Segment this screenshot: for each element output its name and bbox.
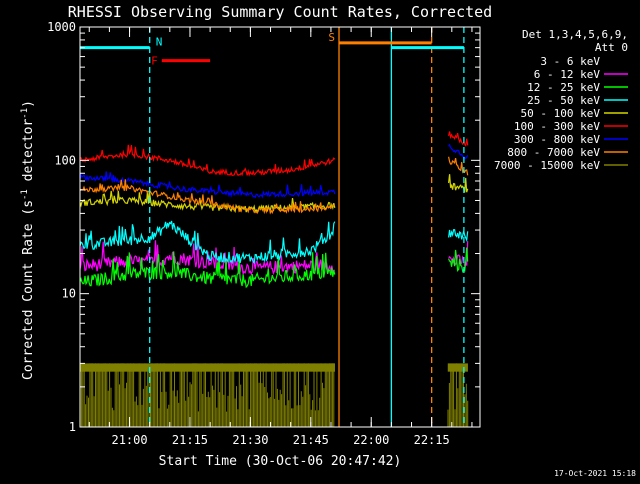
series-band xyxy=(447,363,468,372)
chart-title: RHESSI Observing Summary Count Rates, Co… xyxy=(68,3,492,21)
y-tick-label: 1000 xyxy=(47,20,76,34)
x-axis-label: Start Time (30-Oct-06 20:47:42) xyxy=(159,454,402,469)
series-band xyxy=(80,363,335,372)
annotation-label-saa: S xyxy=(328,31,335,44)
legend-label: 25 - 50 keV xyxy=(527,94,600,107)
y-tick-label: 1 xyxy=(69,420,76,434)
legend-label: 50 - 100 keV xyxy=(521,107,601,120)
y-axis-label-sup1: -1 xyxy=(20,189,30,200)
x-tick-label: 21:45 xyxy=(293,433,329,447)
x-axis: 21:00 21:15 21:30 21:45 22:00 22:15 xyxy=(88,27,473,447)
y-tick-label: 10 xyxy=(62,287,76,301)
y-axis: 1 10 100 1000 xyxy=(47,20,480,434)
x-tick-label: 21:15 xyxy=(172,433,208,447)
plot-frame xyxy=(79,26,481,428)
y-axis-label: Corrected Count Rate (s-1 detector-1) xyxy=(20,100,36,380)
y-axis-label-end: ) xyxy=(21,100,36,108)
series-25-50-kev xyxy=(79,220,469,265)
legend-label: 6 - 12 keV xyxy=(534,68,601,81)
x-tick-label: 21:00 xyxy=(111,433,147,447)
annotation-bars: NF S xyxy=(80,31,464,68)
vertical-markers xyxy=(149,27,465,427)
legend-label: 300 - 800 keV xyxy=(514,133,600,146)
y-axis-label-mid: detector xyxy=(21,119,36,190)
y-axis-label-sup2: -1 xyxy=(20,108,30,119)
annotation-label-flare: F xyxy=(151,55,158,68)
x-tick-label: 21:30 xyxy=(232,433,268,447)
footer-timestamp: 17-Oct-2021 15:18 xyxy=(554,469,636,478)
legend-label: 100 - 300 keV xyxy=(514,120,600,133)
legend-label: 800 - 7000 keV xyxy=(507,146,600,159)
y-axis-label-main: Corrected Count Rate (s xyxy=(21,200,36,380)
legend-label: 7000 - 15000 keV xyxy=(494,159,600,172)
legend-header-line2: Att 0 xyxy=(595,41,628,54)
series-line xyxy=(79,220,469,265)
annotation-label-night: N xyxy=(156,36,163,49)
legend-header-line1: Det 1,3,4,5,6,9, xyxy=(522,28,628,41)
series-line xyxy=(80,131,469,177)
y-tick-label: 100 xyxy=(54,153,76,167)
x-tick-label: 22:00 xyxy=(353,433,389,447)
x-tick-label: 22:15 xyxy=(414,433,450,447)
series-100-300-kev xyxy=(80,131,469,177)
legend-label: 12 - 25 keV xyxy=(527,81,600,94)
legend-label: 3 - 6 keV xyxy=(540,55,600,68)
series-7000-15000-kev xyxy=(79,363,469,427)
plot-data xyxy=(79,131,469,427)
